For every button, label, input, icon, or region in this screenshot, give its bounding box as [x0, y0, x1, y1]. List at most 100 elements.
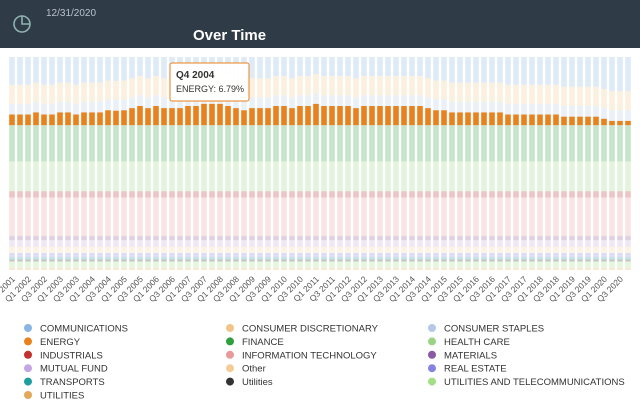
legend-label[interactable]: CONSUMER STAPLES: [444, 324, 544, 335]
bar-segment: [609, 240, 615, 247]
legend-marker[interactable]: [24, 377, 32, 386]
app-icon[interactable]: [13, 15, 31, 33]
legend-marker[interactable]: [226, 324, 234, 332]
bar-segment: [17, 252, 23, 258]
legend-marker[interactable]: [428, 350, 436, 359]
bar-segment: [489, 261, 495, 268]
bar-segment: [161, 197, 167, 236]
legend-label[interactable]: TRANSPORTS: [40, 377, 105, 388]
bar-segment: [537, 103, 543, 115]
bar-segment: [297, 257, 303, 260]
bar-segment: [401, 235, 407, 241]
legend-marker[interactable]: [24, 337, 32, 346]
bar-segment: [217, 240, 223, 247]
bar-segment: [353, 78, 359, 98]
legend-label[interactable]: COMMUNICATIONS: [40, 324, 128, 335]
legend-marker[interactable]: [24, 324, 32, 332]
bar-segment: [441, 267, 447, 270]
legend-label[interactable]: UTILITIES AND TELECOMMUNICATIONS: [444, 377, 625, 388]
bar-segment: [281, 259, 287, 262]
bar-segment: [345, 95, 351, 106]
bar-segment: [137, 240, 143, 247]
bar-segment: [65, 261, 71, 268]
bar-segment: [209, 240, 215, 247]
legend-marker[interactable]: [428, 337, 436, 346]
legend-label[interactable]: FINANCE: [242, 337, 284, 348]
legend-marker[interactable]: [428, 377, 436, 386]
legend-label[interactable]: ENERGY: [40, 337, 81, 348]
bar-segment: [97, 101, 103, 113]
bar-segment: [553, 103, 559, 115]
bar-segment: [497, 161, 503, 192]
bar-segment: [377, 191, 383, 198]
legend-marker[interactable]: [226, 364, 234, 373]
bar-segment: [89, 257, 95, 260]
bar-segment: [361, 240, 367, 247]
bar-segment: [265, 246, 271, 253]
bar-segment: [457, 57, 463, 83]
bar-segment: [73, 235, 79, 241]
bar-segment: [473, 197, 479, 236]
legend-label[interactable]: INDUSTRIALS: [40, 350, 103, 361]
bar-segment: [249, 267, 255, 270]
bar-segment: [41, 240, 47, 247]
bar-segment: [385, 257, 391, 260]
bar-segment: [57, 240, 63, 247]
bar-segment: [409, 197, 415, 236]
bar-segment: [129, 252, 135, 258]
bar-segment: [281, 267, 287, 270]
bar-segment: [585, 197, 591, 236]
bar-segment: [521, 161, 527, 192]
legend-label[interactable]: MATERIALS: [444, 350, 497, 361]
legend-marker[interactable]: [24, 364, 32, 373]
legend-marker[interactable]: [226, 350, 234, 359]
bar-segment: [449, 257, 455, 260]
bar-segment: [273, 76, 279, 96]
bar-segment: [153, 191, 159, 198]
legend-marker[interactable]: [24, 391, 32, 399]
bar-segment: [361, 267, 367, 270]
legend-label[interactable]: Utilities: [242, 377, 273, 388]
bar-segment: [313, 191, 319, 198]
legend-label[interactable]: INFORMATION TECHNOLOGY: [242, 350, 377, 361]
legend-label[interactable]: CONSUMER DISCRETIONARY: [242, 324, 379, 335]
bar-segment: [297, 240, 303, 247]
bar-segment: [473, 246, 479, 253]
bar-segment: [17, 259, 23, 262]
bar-segment: [281, 240, 287, 247]
legend-marker[interactable]: [226, 377, 234, 386]
legend-label[interactable]: HEALTH CARE: [444, 337, 510, 348]
bar-segment: [193, 261, 199, 268]
bar-segment: [561, 246, 567, 253]
legend-marker[interactable]: [226, 337, 234, 346]
bar-segment: [9, 259, 15, 262]
bar-segment: [177, 246, 183, 253]
bar-segment: [353, 252, 359, 258]
bar-segment: [593, 105, 599, 117]
legend-marker[interactable]: [24, 350, 32, 359]
legend-label[interactable]: Other: [242, 364, 266, 375]
legend-label[interactable]: MUTUAL FUND: [40, 364, 108, 375]
bar-segment: [113, 80, 119, 101]
bar-segment: [273, 267, 279, 270]
bar-segment: [153, 57, 159, 77]
legend-label[interactable]: UTILITIES: [40, 391, 84, 402]
bar-segment: [121, 257, 127, 260]
bar-segment: [81, 125, 87, 162]
bar-segment: [441, 80, 447, 100]
bar-segment: [289, 246, 295, 253]
bar-segment: [329, 240, 335, 247]
bar-segment: [217, 267, 223, 270]
bar-segment: [425, 191, 431, 198]
bar-segment: [425, 78, 431, 98]
bar-segment: [145, 57, 151, 79]
bar-segment: [425, 252, 431, 258]
bar-segment: [233, 259, 239, 262]
bar-segment: [361, 161, 367, 192]
bar-segment: [233, 267, 239, 270]
legend-marker[interactable]: [428, 324, 436, 332]
legend-label[interactable]: REAL ESTATE: [444, 364, 507, 375]
legend-marker[interactable]: [428, 364, 436, 373]
bar-segment: [393, 261, 399, 268]
bar-segment: [553, 57, 559, 85]
